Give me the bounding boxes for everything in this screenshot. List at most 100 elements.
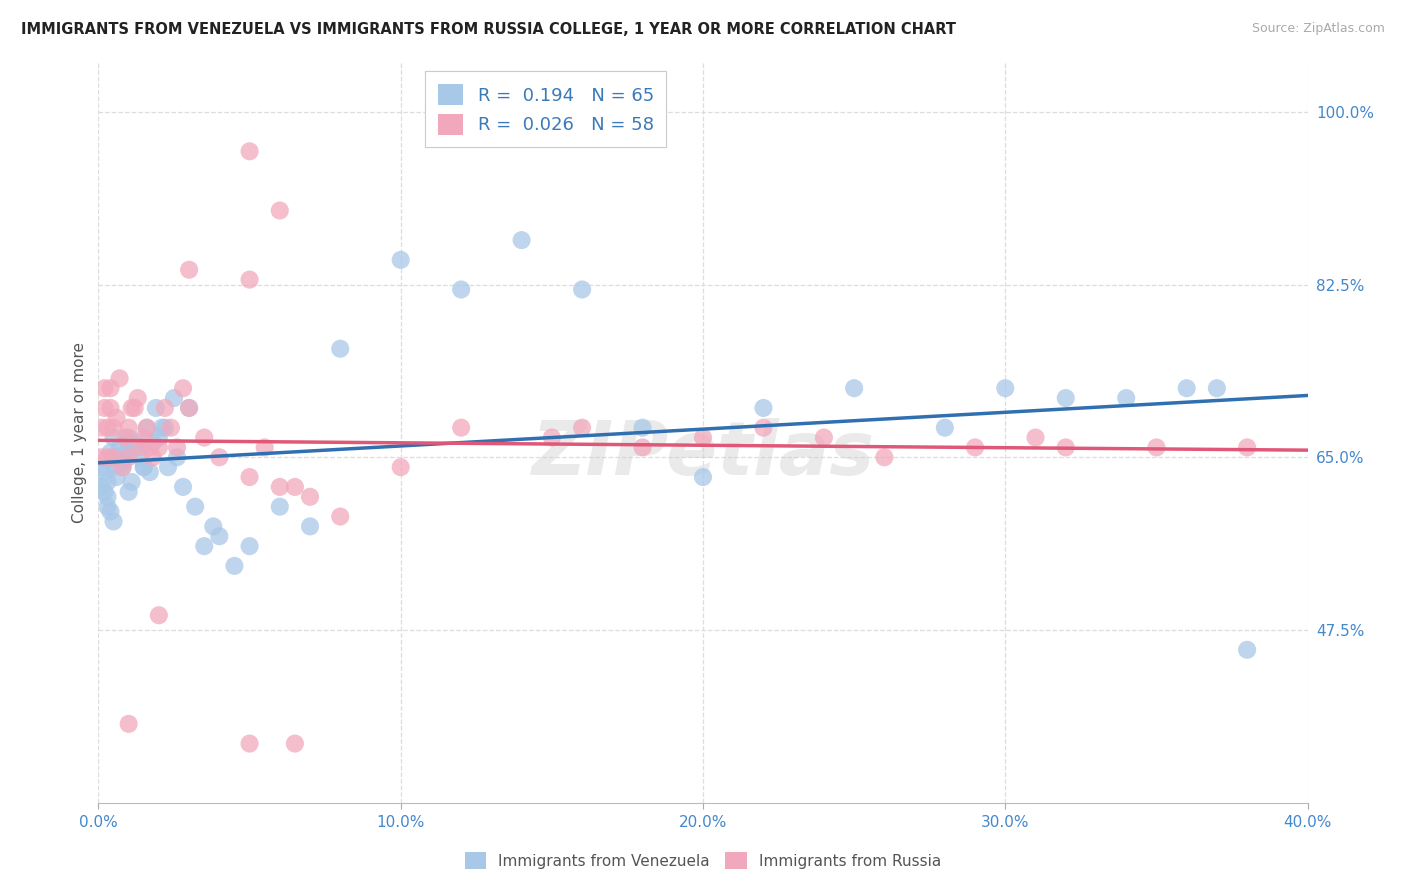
Point	[153, 401, 176, 415]
Point	[132, 460, 155, 475]
Point	[540, 431, 562, 445]
Point	[121, 401, 143, 415]
Point	[108, 371, 131, 385]
Point	[114, 445, 136, 459]
Point	[202, 519, 225, 533]
Point	[108, 455, 131, 469]
Point	[93, 465, 115, 479]
Point	[994, 381, 1017, 395]
Point	[100, 445, 122, 459]
Point	[90, 450, 112, 465]
Point	[90, 460, 112, 475]
Point	[142, 435, 165, 450]
Point	[172, 381, 194, 395]
Point	[184, 500, 207, 514]
Point	[389, 252, 412, 267]
Point	[124, 401, 146, 415]
Point	[692, 470, 714, 484]
Point	[284, 480, 307, 494]
Point	[166, 450, 188, 465]
Point	[631, 441, 654, 455]
Point	[571, 283, 593, 297]
Point	[752, 420, 775, 434]
Text: ZIPetlas: ZIPetlas	[531, 418, 875, 491]
Point	[145, 401, 167, 415]
Point	[142, 450, 165, 465]
Point	[103, 420, 125, 434]
Point	[692, 431, 714, 445]
Point	[450, 283, 472, 297]
Point	[93, 401, 115, 415]
Point	[105, 410, 128, 425]
Point	[253, 441, 276, 455]
Point	[127, 435, 149, 450]
Point	[111, 455, 134, 469]
Point	[193, 431, 215, 445]
Point	[96, 450, 118, 465]
Point	[111, 460, 134, 475]
Point	[118, 450, 141, 465]
Point	[329, 342, 352, 356]
Point	[96, 420, 118, 434]
Point	[224, 558, 246, 573]
Point	[813, 431, 835, 445]
Y-axis label: College, 1 year or more: College, 1 year or more	[72, 343, 87, 523]
Point	[132, 431, 155, 445]
Point	[1175, 381, 1198, 395]
Point	[148, 608, 170, 623]
Point	[103, 515, 125, 529]
Point	[179, 401, 201, 415]
Point	[450, 420, 472, 434]
Point	[571, 420, 593, 434]
Point	[114, 431, 136, 445]
Point	[239, 145, 262, 159]
Point	[166, 441, 188, 455]
Point	[111, 460, 134, 475]
Point	[135, 420, 157, 434]
Point	[208, 529, 231, 543]
Point	[103, 431, 125, 445]
Point	[150, 420, 173, 434]
Point	[93, 484, 115, 499]
Point	[96, 475, 118, 489]
Point	[103, 450, 125, 465]
Point	[299, 490, 322, 504]
Point	[118, 716, 141, 731]
Point	[208, 450, 231, 465]
Point	[118, 484, 141, 499]
Point	[269, 500, 291, 514]
Point	[156, 460, 179, 475]
Point	[873, 450, 896, 465]
Point	[118, 431, 141, 445]
Point	[510, 233, 533, 247]
Point	[389, 460, 412, 475]
Text: Source: ZipAtlas.com: Source: ZipAtlas.com	[1251, 22, 1385, 36]
Point	[148, 431, 170, 445]
Point	[1024, 431, 1046, 445]
Point	[1206, 381, 1229, 395]
Point	[90, 420, 112, 434]
Point	[172, 480, 194, 494]
Point	[179, 262, 201, 277]
Point	[105, 470, 128, 484]
Point	[179, 401, 201, 415]
Point	[1236, 441, 1258, 455]
Point	[965, 441, 987, 455]
Point	[139, 465, 162, 479]
Legend: Immigrants from Venezuela, Immigrants from Russia: Immigrants from Venezuela, Immigrants fr…	[458, 846, 948, 875]
Point	[96, 500, 118, 514]
Point	[844, 381, 866, 395]
Point	[239, 470, 262, 484]
Point	[139, 441, 162, 455]
Point	[100, 505, 122, 519]
Legend: R =  0.194   N = 65, R =  0.026   N = 58: R = 0.194 N = 65, R = 0.026 N = 58	[425, 71, 666, 147]
Point	[153, 420, 176, 434]
Point	[1054, 441, 1077, 455]
Point	[193, 539, 215, 553]
Point	[239, 539, 262, 553]
Point	[160, 420, 183, 434]
Point	[121, 475, 143, 489]
Point	[118, 420, 141, 434]
Point	[1236, 642, 1258, 657]
Point	[108, 441, 131, 455]
